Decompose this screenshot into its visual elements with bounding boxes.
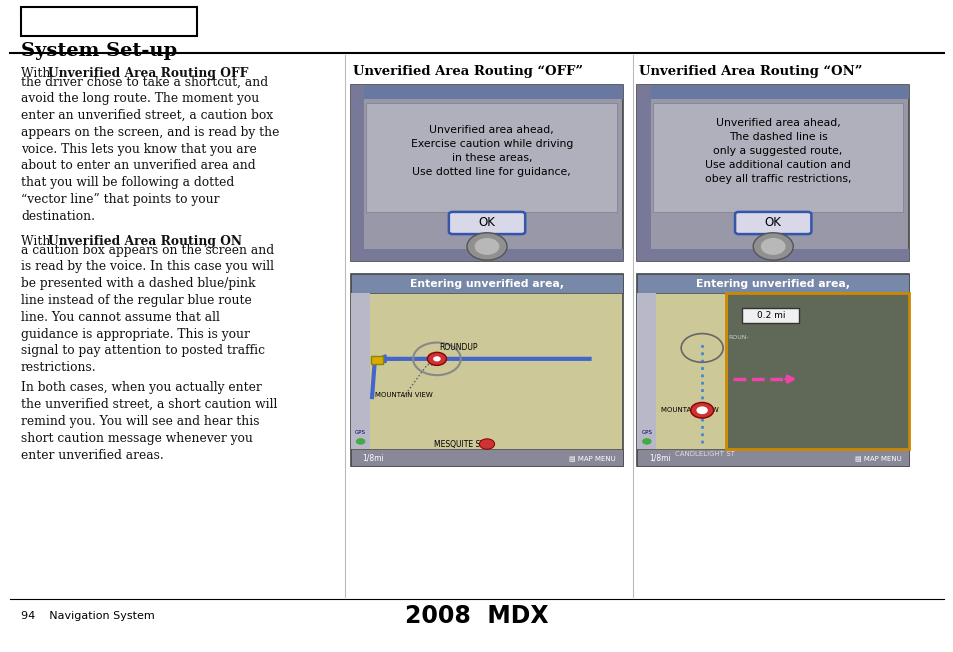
- Text: In both cases, when you actually enter
the unverified street, a short caution wi: In both cases, when you actually enter t…: [21, 381, 277, 462]
- Bar: [725, 293, 908, 449]
- Bar: [351, 274, 622, 293]
- Circle shape: [690, 402, 713, 418]
- Text: 1/8mi: 1/8mi: [648, 453, 670, 462]
- Text: ▤ MAP MENU: ▤ MAP MENU: [568, 454, 615, 461]
- Text: OK: OK: [478, 216, 495, 229]
- Text: a caution box appears on the screen and
is read by the voice. In this case you w: a caution box appears on the screen and …: [21, 243, 274, 374]
- Text: 94    Navigation System: 94 Navigation System: [21, 611, 154, 621]
- Text: GPS: GPS: [640, 430, 652, 436]
- Text: MOUNTAIN VIEW: MOUNTAIN VIEW: [375, 392, 433, 398]
- Circle shape: [433, 356, 440, 361]
- Text: Unverified Area Routing “ON”: Unverified Area Routing “ON”: [639, 65, 862, 78]
- Bar: [637, 274, 908, 293]
- Bar: [637, 85, 908, 99]
- Text: 0.2 mi: 0.2 mi: [756, 311, 784, 320]
- Text: CANDLELIGHT ST: CANDLELIGHT ST: [675, 451, 735, 457]
- Bar: [351, 249, 622, 261]
- Text: Entering unverified area,: Entering unverified area,: [696, 278, 849, 289]
- Text: Entering unverified area,: Entering unverified area,: [410, 278, 563, 289]
- Text: ,: ,: [212, 67, 215, 80]
- Bar: [637, 85, 908, 261]
- Bar: [741, 308, 799, 323]
- Bar: [637, 85, 650, 261]
- Bar: [351, 274, 622, 466]
- Bar: [637, 449, 908, 466]
- Text: Unverified area ahead,
Exercise caution while driving
in these areas,
Use dotted: Unverified area ahead, Exercise caution …: [410, 125, 573, 177]
- Bar: [637, 293, 656, 449]
- Text: Unverified Area Routing “OFF”: Unverified Area Routing “OFF”: [353, 65, 582, 78]
- Text: the driver chose to take a shortcut, and
avoid the long route. The moment you
en: the driver chose to take a shortcut, and…: [21, 75, 279, 223]
- Text: Unverified Area Routing ON: Unverified Area Routing ON: [48, 235, 241, 248]
- Bar: [351, 85, 622, 99]
- Bar: [366, 103, 617, 212]
- Text: With: With: [21, 235, 54, 248]
- Text: Unverified area ahead,
The dashed line is
only a suggested route,
Use additional: Unverified area ahead, The dashed line i…: [704, 118, 850, 184]
- Circle shape: [478, 439, 494, 449]
- Bar: [727, 293, 907, 449]
- Text: ROUN‑: ROUN‑: [727, 334, 748, 340]
- Text: Unverified Area Routing OFF: Unverified Area Routing OFF: [48, 67, 248, 80]
- Bar: [351, 85, 364, 261]
- Text: 2008  MDX: 2008 MDX: [405, 604, 548, 628]
- Bar: [371, 356, 382, 364]
- Bar: [652, 103, 902, 212]
- Circle shape: [641, 438, 651, 445]
- Text: MOUNTAIN VIEW: MOUNTAIN VIEW: [660, 407, 719, 413]
- Circle shape: [760, 238, 785, 255]
- Circle shape: [696, 406, 707, 414]
- Text: ,: ,: [203, 235, 207, 248]
- Bar: [21, 7, 197, 36]
- Circle shape: [474, 238, 498, 255]
- Text: MESQUITE ST: MESQUITE ST: [434, 439, 485, 449]
- Circle shape: [752, 233, 792, 260]
- Text: ▤ MAP MENU: ▤ MAP MENU: [854, 454, 901, 461]
- Bar: [637, 249, 908, 261]
- Text: With: With: [21, 67, 54, 80]
- Text: ROUNDUP: ROUNDUP: [438, 344, 476, 352]
- Text: GPS: GPS: [355, 430, 366, 436]
- Circle shape: [355, 438, 365, 445]
- Text: System Set-up: System Set-up: [21, 42, 177, 61]
- Circle shape: [427, 352, 446, 365]
- Bar: [351, 293, 370, 449]
- FancyBboxPatch shape: [448, 212, 524, 234]
- Text: 1/8mi: 1/8mi: [362, 453, 384, 462]
- FancyBboxPatch shape: [734, 212, 810, 234]
- Bar: [351, 85, 622, 261]
- Bar: [637, 274, 908, 466]
- Circle shape: [466, 233, 507, 260]
- Text: OK: OK: [764, 216, 781, 229]
- Bar: [351, 449, 622, 466]
